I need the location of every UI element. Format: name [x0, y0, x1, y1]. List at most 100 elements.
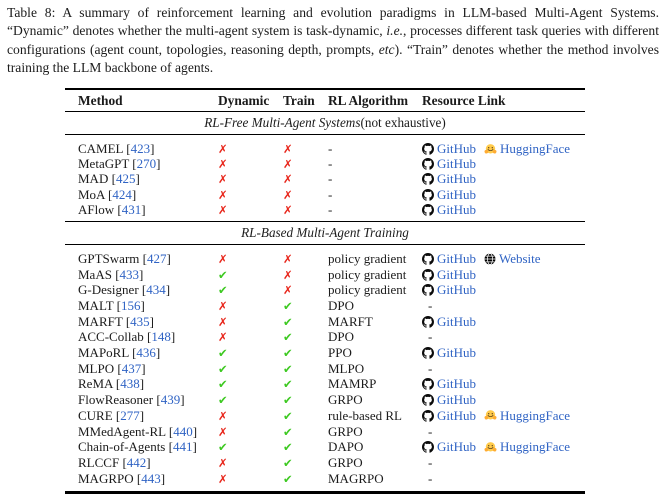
- github-link[interactable]: GitHub: [422, 376, 476, 392]
- section-title: RL-Free Multi-Agent Systems (not exhaust…: [65, 112, 585, 134]
- table-row: G-Designer [434] ✔ ✗ policy gradient GitHub: [65, 282, 585, 298]
- citation-link[interactable]: 437: [121, 360, 142, 376]
- huggingface-icon: [484, 441, 497, 454]
- github-link[interactable]: GitHub: [422, 141, 476, 157]
- cross-icon: ✗: [283, 267, 293, 282]
- section-rule: [65, 243, 585, 245]
- huggingface-link[interactable]: HuggingFace: [484, 408, 570, 424]
- column-header-train: Train: [283, 92, 315, 108]
- check-icon: ✔: [283, 471, 293, 486]
- github-link[interactable]: GitHub: [422, 202, 476, 218]
- citation-bracket: [: [111, 171, 116, 187]
- citation-bracket: ]: [131, 186, 137, 202]
- globe-link[interactable]: Website: [484, 251, 541, 267]
- method-cell: MLPO [437]: [65, 361, 215, 377]
- citation-link[interactable]: 434: [146, 282, 166, 298]
- github-link[interactable]: GitHub: [422, 392, 476, 408]
- table-row: CURE [277] ✗ ✔ rule-based RL GitHub HuggingFa…: [65, 408, 585, 424]
- citation-link[interactable]: 440: [173, 423, 193, 439]
- train-cell: ✔: [280, 329, 328, 345]
- algorithm-label: GRPO: [328, 454, 363, 470]
- resource-links-cell: -: [422, 424, 585, 440]
- method-name: MAPoRL: [78, 345, 129, 361]
- check-icon: ✔: [218, 283, 228, 298]
- citation-link[interactable]: 156: [121, 298, 141, 313]
- dynamic-cell: ✗: [215, 141, 280, 157]
- citation-bracket: ]: [160, 470, 166, 486]
- citation-bracket: ]: [139, 376, 145, 392]
- citation-link[interactable]: 439: [160, 392, 181, 408]
- citation-link[interactable]: 424: [112, 186, 132, 202]
- github-link[interactable]: GitHub: [422, 345, 476, 361]
- cross-icon: ✗: [218, 455, 228, 470]
- citation-link[interactable]: 423: [130, 141, 151, 156]
- citation-link[interactable]: 438: [120, 376, 140, 392]
- github-link[interactable]: GitHub: [422, 408, 476, 424]
- github-link[interactable]: GitHub: [422, 171, 476, 187]
- citation-link[interactable]: 148: [151, 329, 171, 345]
- method-cell: ReMA [438]: [65, 376, 215, 392]
- citation-link[interactable]: 441: [172, 439, 193, 455]
- method-cell: GPTSwarm [427]: [65, 251, 215, 267]
- table-row: MLPO [437] ✔ ✔ MLPO -: [65, 361, 585, 377]
- github-icon: [422, 441, 434, 453]
- github-link[interactable]: GitHub: [422, 282, 476, 298]
- huggingface-link[interactable]: HuggingFace: [484, 439, 570, 455]
- citation-link[interactable]: 277: [120, 407, 140, 423]
- citation-link[interactable]: 427: [146, 250, 167, 266]
- huggingface-link[interactable]: HuggingFace: [484, 141, 570, 157]
- github-link[interactable]: GitHub: [422, 267, 476, 283]
- citation-link[interactable]: 270: [136, 156, 157, 172]
- method-name: MALT: [78, 298, 114, 313]
- train-cell: ✔: [280, 408, 328, 424]
- method-name: MAD: [78, 171, 109, 187]
- train-cell: ✔: [280, 471, 328, 487]
- citation-link[interactable]: 433: [119, 266, 140, 282]
- github-link[interactable]: GitHub: [422, 156, 476, 172]
- citation-link[interactable]: 442: [126, 454, 147, 470]
- train-cell: ✔: [280, 345, 328, 361]
- method-name: MoA: [78, 186, 105, 202]
- citation-link[interactable]: 431: [121, 201, 142, 217]
- check-icon: ✔: [283, 346, 293, 361]
- method-cell: AFlow [431]: [65, 202, 215, 218]
- summary-table: Method Dynamic Train RL Algorithm Resource L…: [65, 88, 585, 494]
- method-cell: Chain-of-Agents [441]: [65, 439, 215, 455]
- table-row: FlowReasoner [439] ✔ ✔ GRPO GitHub: [65, 392, 585, 408]
- github-link[interactable]: GitHub: [422, 251, 476, 267]
- cross-icon: ✗: [283, 251, 293, 266]
- cross-icon: ✗: [218, 187, 228, 202]
- resource-links-cell: GitHub: [422, 392, 585, 408]
- cross-icon: ✗: [283, 202, 293, 217]
- dynamic-cell: ✗: [215, 187, 280, 203]
- citation-link[interactable]: 436: [136, 345, 156, 361]
- table-row: MAD [425] ✗ ✗ - GitHub: [65, 171, 585, 186]
- top-rule: [65, 88, 585, 90]
- citation-bracket: ]: [146, 454, 151, 470]
- cross-icon: ✗: [218, 330, 228, 345]
- column-header-dynamic: Dynamic: [218, 92, 270, 108]
- citation-bracket: [: [136, 470, 142, 486]
- check-icon: ✔: [283, 455, 293, 470]
- citation-link[interactable]: 443: [141, 470, 161, 486]
- github-link[interactable]: GitHub: [422, 314, 476, 330]
- github-link[interactable]: GitHub: [422, 187, 476, 203]
- method-cell: G-Designer [434]: [65, 282, 215, 298]
- algorithm-label: MARFT: [328, 313, 373, 329]
- github-link[interactable]: GitHub: [422, 439, 476, 455]
- cross-icon: ✗: [218, 251, 228, 266]
- resource-link-label: GitHub: [437, 201, 476, 217]
- resource-links-cell: GitHub: [422, 267, 585, 283]
- cross-icon: ✗: [218, 424, 228, 439]
- github-icon: [422, 203, 434, 216]
- algorithm-label: policy gradient: [328, 250, 407, 266]
- method-name: ACC-Collab: [78, 329, 144, 345]
- method-cell: MARFT [435]: [65, 314, 215, 330]
- citation-link[interactable]: 425: [115, 171, 136, 187]
- cross-icon: ✗: [283, 172, 293, 187]
- citation-link[interactable]: 435: [130, 313, 150, 329]
- dynamic-cell: ✔: [215, 282, 280, 298]
- resource-links-cell: GitHub HuggingFace: [422, 408, 585, 424]
- website-globe-icon: [484, 253, 496, 265]
- resource-links-cell: GitHub: [422, 282, 585, 298]
